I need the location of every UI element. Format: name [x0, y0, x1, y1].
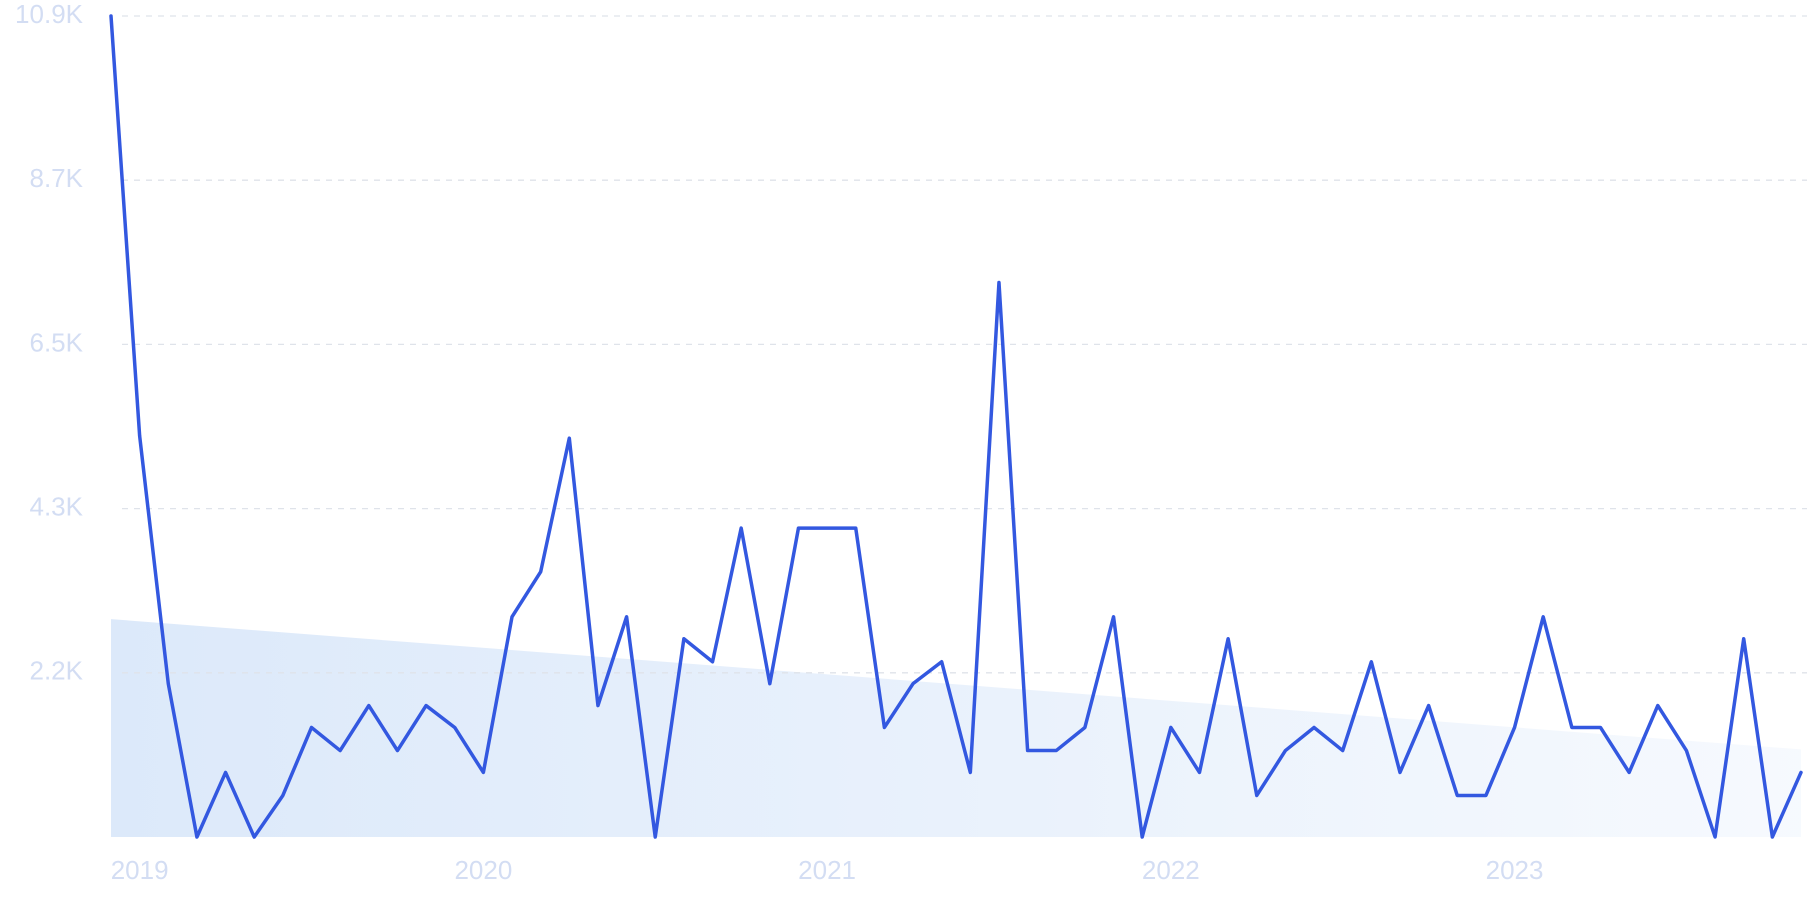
y-tick-label: 10.9K — [15, 0, 84, 29]
y-tick-label: 4.3K — [30, 491, 84, 521]
trend-area — [111, 619, 1801, 837]
x-tick-label: 2022 — [1142, 855, 1200, 885]
x-tick-label: 2021 — [798, 855, 856, 885]
y-tick-label: 6.5K — [30, 327, 84, 357]
x-tick-label: 2020 — [454, 855, 512, 885]
x-tick-label: 2019 — [111, 855, 169, 885]
y-tick-label: 8.7K — [30, 163, 84, 193]
x-tick-label: 2023 — [1486, 855, 1544, 885]
y-tick-label: 2.2K — [30, 656, 84, 686]
line-series — [109, 14, 1803, 839]
